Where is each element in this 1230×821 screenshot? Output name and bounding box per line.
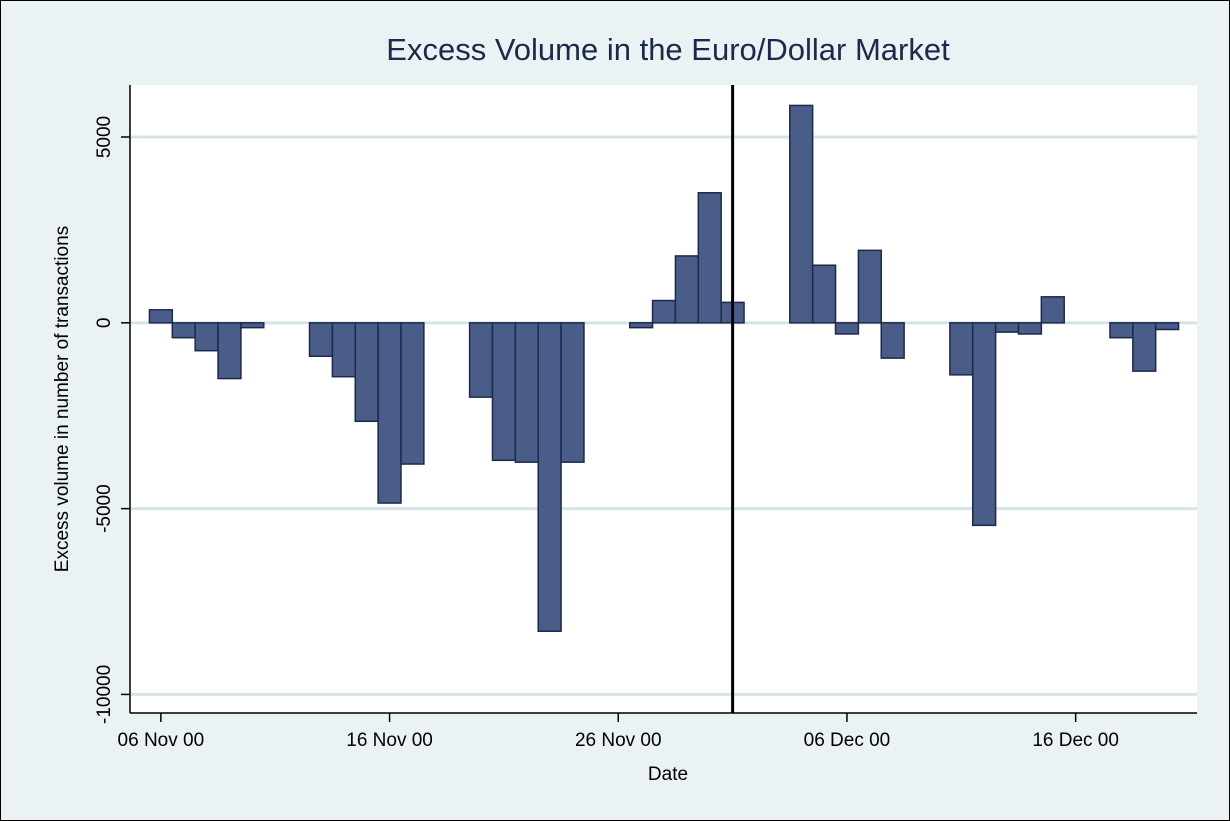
y-tick-label: -10000 [94, 665, 115, 724]
bar [971, 322, 997, 527]
bar [468, 322, 494, 398]
y-tick-label: 0 [94, 318, 115, 329]
x-tick-label: 16 Nov 00 [346, 730, 433, 751]
x-tick-label: 16 Dec 00 [1032, 730, 1119, 751]
bar [217, 322, 242, 380]
bar [400, 322, 425, 465]
bar [240, 322, 265, 329]
bar [1132, 322, 1157, 372]
bar [880, 322, 905, 359]
bar [1109, 322, 1134, 339]
bar [1040, 296, 1065, 324]
bar [308, 322, 334, 358]
y-tick-label: -5000 [94, 484, 115, 533]
y-tick-label: 5000 [94, 116, 115, 158]
y-axis-label: Excess volume in number of transactions [52, 226, 73, 572]
bar [560, 322, 585, 463]
bar [514, 322, 539, 463]
bar [994, 322, 1020, 333]
bar [377, 322, 402, 504]
bar [811, 264, 837, 324]
bar [857, 249, 883, 324]
bar [354, 322, 379, 423]
x-axis-label: Date [648, 764, 688, 785]
bar [674, 255, 700, 324]
x-tick-label: 06 Dec 00 [804, 730, 891, 751]
bar [789, 104, 814, 324]
bar [331, 322, 357, 378]
bar [148, 309, 174, 324]
bar [1017, 322, 1043, 335]
bar [537, 322, 562, 632]
chart-title: Excess Volume in the Euro/Dollar Market [386, 32, 950, 67]
x-tick-label: 26 Nov 00 [575, 730, 662, 751]
bar [171, 322, 196, 339]
bar [491, 322, 517, 462]
bar [194, 322, 219, 352]
bar [697, 192, 722, 324]
bar [949, 322, 974, 376]
bar [1154, 322, 1180, 331]
plot-area [130, 85, 1197, 713]
bar [834, 322, 860, 335]
x-tick-label: 06 Nov 00 [118, 730, 205, 751]
bar [628, 322, 654, 329]
bar [651, 299, 677, 324]
